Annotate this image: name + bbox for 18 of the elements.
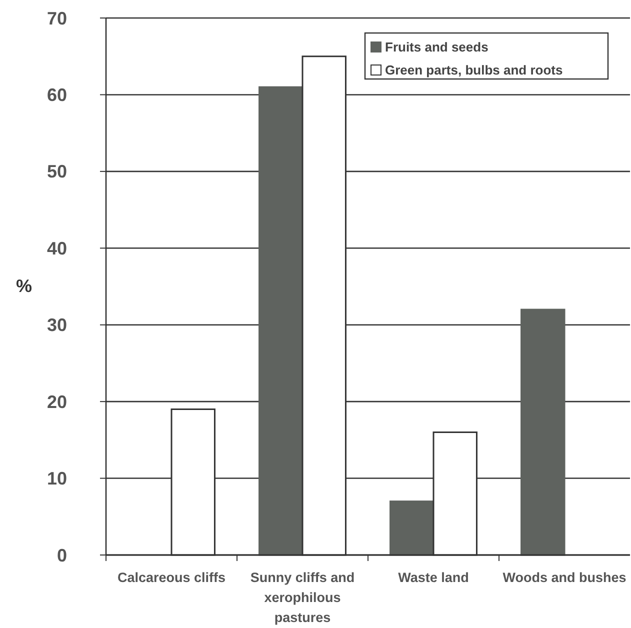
y-axis-title: %	[16, 276, 32, 296]
x-tick-label: Woods and bushes	[502, 570, 626, 585]
bar	[520, 308, 566, 556]
y-tick-label: 40	[46, 238, 67, 258]
y-tick-label: 10	[46, 468, 67, 489]
x-tick-label: Waste land	[398, 570, 469, 585]
y-tick-label: 20	[46, 392, 67, 412]
y-tick-label: 30	[46, 315, 67, 336]
bar	[258, 86, 304, 556]
y-tick-label: 60	[46, 85, 67, 106]
x-tick-label: Sunny cliffs and xerophilous pastures	[250, 570, 355, 625]
y-tick-label: 0	[56, 545, 67, 566]
y-tick-label: 70	[46, 8, 67, 28]
bar	[390, 500, 434, 556]
legend-label: Fruits and seeds	[385, 40, 488, 55]
x-tick-label: Calcareous cliffs	[117, 570, 226, 585]
y-tick-label: 50	[46, 162, 67, 182]
legend-label: Green parts, bulbs and roots	[385, 62, 563, 78]
